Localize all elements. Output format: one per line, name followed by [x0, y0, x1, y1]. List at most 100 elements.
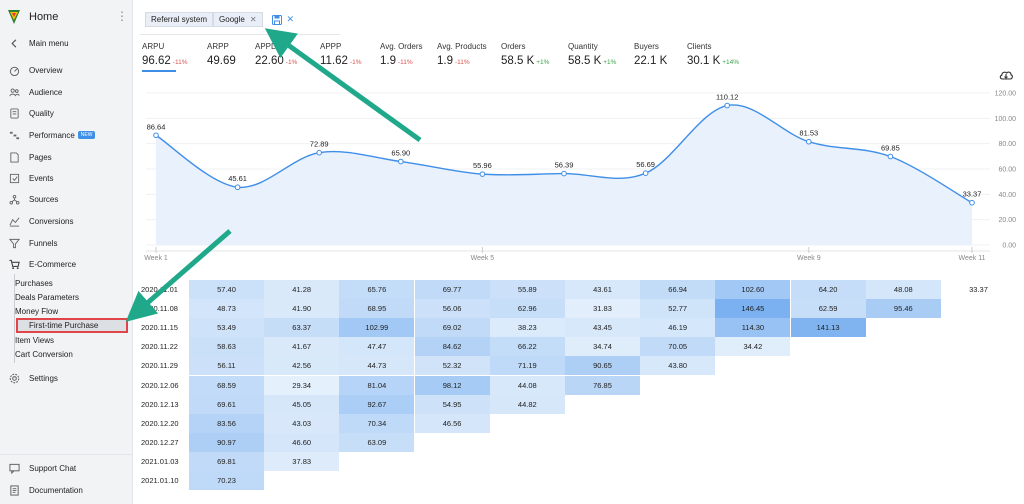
- sidebar-item-sources[interactable]: Sources: [8, 192, 58, 206]
- new-badge: NEW: [77, 131, 96, 139]
- cohort-date: 2021.01.10: [141, 476, 179, 485]
- active-metric-indicator: [142, 70, 176, 72]
- metric-label: Buyers: [634, 42, 659, 51]
- metric-value: 96.62: [142, 55, 171, 67]
- sidebar-item-performance[interactable]: Performance NEW: [8, 128, 96, 142]
- cohort-cell: 48.73: [189, 299, 264, 319]
- cohort-cell: 81.04: [339, 375, 415, 395]
- data-label: 33.37: [963, 190, 982, 199]
- cohort-cell: 43.03: [264, 413, 340, 433]
- sidebar-item-overview[interactable]: Overview: [8, 63, 62, 77]
- y-tick-label: 80.00: [998, 141, 1016, 148]
- metric-value: 58.5 K: [501, 55, 535, 67]
- cohort-cell: 92.67: [339, 394, 415, 414]
- filter-chip-referral[interactable]: Referral system: [145, 12, 214, 27]
- cohort-cell: 46.19: [640, 318, 716, 338]
- sidebar-item-label: Quality: [29, 108, 54, 118]
- main-menu-link[interactable]: Main menu: [8, 36, 69, 50]
- save-icon[interactable]: [271, 14, 282, 25]
- metric-label: ARPP: [207, 42, 229, 51]
- conversions-icon: [8, 215, 20, 227]
- ecommerce-submenu: [14, 274, 132, 363]
- sidebar-subitem-item-views[interactable]: Item Views: [15, 334, 54, 347]
- metric-value: 49.69: [207, 55, 236, 67]
- sidebar-subitem-label: Deals Parameters: [15, 293, 80, 302]
- home-link[interactable]: Home: [8, 9, 58, 25]
- sidebar-item-label: Sources: [29, 194, 59, 204]
- cohort-cell: 70.23: [189, 471, 264, 490]
- cohort-cell: 69.61: [189, 394, 264, 414]
- metric-arpp[interactable]: ARPP 49.69: [207, 42, 236, 67]
- metric-avg-products[interactable]: Avg. Products 1.9 -11%: [437, 42, 487, 67]
- cohort-cell: 62.59: [790, 299, 866, 319]
- metric-label: Clients: [687, 42, 712, 51]
- sidebar-subitem-purchases[interactable]: Purchases: [15, 277, 53, 290]
- metric-buyers[interactable]: Buyers 22.1 K: [634, 42, 667, 67]
- y-tick-label: 20.00: [998, 217, 1016, 224]
- data-point: [642, 170, 649, 176]
- sidebar-item-settings[interactable]: Settings: [8, 371, 58, 385]
- cloud-download-icon[interactable]: [999, 69, 1013, 81]
- sidebar-subitem-deals-parameters[interactable]: Deals Parameters: [15, 291, 79, 304]
- sidebar-item-pages[interactable]: Pages: [8, 150, 52, 164]
- cohort-cell: 69.02: [414, 318, 490, 338]
- metric-label: Quantity: [568, 42, 598, 51]
- data-point: [561, 170, 567, 177]
- cohort-cell: 83.56: [189, 413, 264, 433]
- cohort-cell: 53.49: [189, 318, 264, 338]
- metric-change: +14%: [722, 59, 740, 66]
- metric-orders[interactable]: Orders 58.5 K +1%: [501, 42, 549, 67]
- sidebar-item-e-commerce[interactable]: E-Commerce: [8, 257, 76, 271]
- cohort-cell: 68.59: [189, 375, 264, 395]
- data-label: 72.89: [310, 140, 329, 149]
- data-point: [969, 199, 975, 206]
- sidebar-subitem-first-time-purchase[interactable]: First-time Purchase: [16, 318, 128, 333]
- sidebar-item-quality[interactable]: Quality: [8, 106, 54, 120]
- quality-icon: [8, 107, 20, 119]
- cohort-cell: 43.61: [565, 280, 640, 299]
- events-icon: [8, 172, 20, 184]
- metric-value: 1.9: [437, 55, 453, 67]
- metric-label: ARPU: [142, 42, 165, 51]
- cohort-cell: 58.63: [189, 337, 264, 357]
- cohort-date: 2020.11.01: [141, 285, 178, 294]
- sidebar-item-support-chat[interactable]: Support Chat: [8, 461, 76, 475]
- sidebar: Home ⋮ Main menu Overview Audience Quality…: [0, 0, 133, 504]
- filter-chip-google[interactable]: Google ✕: [213, 12, 263, 27]
- sidebar-item-label: Conversions: [29, 216, 74, 226]
- cohort-cell: 90.65: [565, 356, 640, 376]
- cohort-date: 2020.12.06: [141, 380, 179, 390]
- metric-change: -11%: [172, 59, 188, 66]
- cohort-cell: 114.30: [715, 318, 791, 338]
- remove-chip-icon[interactable]: ✕: [249, 15, 257, 24]
- page-icon: [8, 151, 20, 163]
- x-tick-label: Week 11: [959, 255, 986, 262]
- metric-clients[interactable]: Clients 30.1 K +14%: [687, 42, 739, 67]
- cohort-cell: 66.94: [640, 280, 716, 299]
- cohort-cell: 69.81: [189, 451, 264, 471]
- sidebar-subitem-cart-conversion[interactable]: Cart Conversion: [15, 348, 73, 361]
- metric-arpu[interactable]: ARPU 96.62 -11%: [142, 42, 187, 67]
- cohort-cell: 62.96: [489, 299, 565, 319]
- sidebar-item-documentation[interactable]: Documentation: [8, 483, 83, 497]
- cohort-cell: 44.08: [489, 375, 565, 395]
- more-vertical-icon[interactable]: ⋮: [116, 9, 128, 23]
- sidebar-item-funnels[interactable]: Funnels: [8, 236, 57, 250]
- sidebar-item-events[interactable]: Events: [8, 171, 53, 185]
- close-icon[interactable]: ✕: [286, 14, 295, 24]
- cohort-cell: 29.34: [264, 375, 340, 395]
- data-point: [479, 171, 486, 177]
- cohort-cell: 68.95: [339, 299, 415, 319]
- cohort-cell: 46.56: [414, 413, 490, 433]
- sidebar-item-conversions[interactable]: Conversions: [8, 214, 73, 228]
- cohort-cell: 69.77: [414, 280, 490, 299]
- sidebar-subitem-money-flow[interactable]: Money Flow: [15, 305, 58, 318]
- metric-label: Avg. Products: [437, 42, 487, 51]
- metric-quantity[interactable]: Quantity 58.5 K +1%: [568, 42, 616, 67]
- sidebar-item-label: Overview: [29, 65, 63, 75]
- data-label: 86.64: [147, 122, 166, 131]
- sidebar-subitem-label: Item Views: [15, 336, 54, 345]
- y-tick-label: 120.00: [995, 91, 1017, 98]
- sidebar-item-audience[interactable]: Audience: [8, 85, 62, 99]
